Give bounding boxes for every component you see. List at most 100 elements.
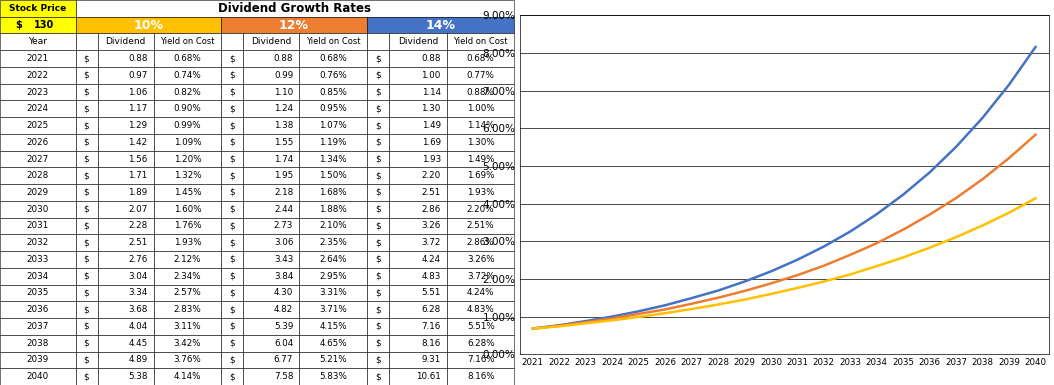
Text: 1.49%: 1.49% bbox=[467, 154, 494, 164]
Bar bbox=[243, 301, 299, 318]
Bar bbox=[0, 67, 76, 84]
Bar bbox=[154, 84, 221, 100]
Bar bbox=[154, 201, 221, 218]
Bar bbox=[389, 201, 447, 218]
Text: 2.51%: 2.51% bbox=[467, 221, 494, 231]
Bar bbox=[0, 184, 76, 201]
Text: 2.51: 2.51 bbox=[422, 188, 441, 197]
Bar bbox=[154, 251, 221, 268]
Bar bbox=[76, 151, 98, 167]
Bar bbox=[76, 50, 98, 67]
Bar bbox=[0, 50, 76, 67]
Text: $: $ bbox=[230, 355, 235, 364]
Text: 2.64%: 2.64% bbox=[319, 255, 347, 264]
Bar bbox=[0, 84, 76, 100]
Text: 1.00: 1.00 bbox=[422, 71, 441, 80]
Bar bbox=[98, 50, 154, 67]
Bar bbox=[389, 84, 447, 100]
Text: 6.77: 6.77 bbox=[274, 355, 293, 364]
Bar bbox=[76, 335, 98, 352]
Bar bbox=[447, 218, 514, 234]
Bar bbox=[243, 100, 299, 117]
Bar bbox=[98, 234, 154, 251]
Bar bbox=[299, 84, 367, 100]
Bar bbox=[389, 134, 447, 151]
Bar bbox=[447, 50, 514, 67]
Bar bbox=[76, 318, 98, 335]
Text: $: $ bbox=[375, 372, 380, 381]
Text: 1.00%: 1.00% bbox=[467, 104, 494, 113]
Bar bbox=[243, 218, 299, 234]
Text: 1.09%: 1.09% bbox=[174, 138, 201, 147]
Text: $: $ bbox=[83, 339, 90, 348]
Bar bbox=[367, 201, 389, 218]
Bar bbox=[76, 368, 98, 385]
Text: 1.68%: 1.68% bbox=[319, 188, 347, 197]
Text: $: $ bbox=[230, 322, 235, 331]
Text: 2.10%: 2.10% bbox=[319, 221, 347, 231]
Bar bbox=[221, 100, 243, 117]
Text: $: $ bbox=[375, 305, 380, 314]
Text: 3.31%: 3.31% bbox=[319, 288, 347, 298]
Text: 1.29: 1.29 bbox=[129, 121, 148, 130]
Text: 2.07: 2.07 bbox=[129, 205, 148, 214]
Bar bbox=[367, 234, 389, 251]
Bar bbox=[243, 184, 299, 201]
Bar bbox=[243, 33, 299, 50]
Text: $: $ bbox=[230, 339, 235, 348]
Bar bbox=[299, 268, 367, 285]
Text: 1.14: 1.14 bbox=[422, 87, 441, 97]
Text: 5.21%: 5.21% bbox=[319, 355, 347, 364]
Text: $: $ bbox=[375, 322, 380, 331]
Bar bbox=[447, 285, 514, 301]
Bar bbox=[367, 218, 389, 234]
Text: 3.72: 3.72 bbox=[422, 238, 441, 247]
Text: Dividend: Dividend bbox=[251, 37, 292, 46]
Text: 6.04: 6.04 bbox=[274, 339, 293, 348]
Bar bbox=[0, 352, 76, 368]
Text: 3.11%: 3.11% bbox=[174, 322, 201, 331]
Bar bbox=[447, 201, 514, 218]
Text: 2028: 2028 bbox=[26, 171, 48, 180]
Text: 0.99%: 0.99% bbox=[174, 121, 201, 130]
Bar bbox=[98, 301, 154, 318]
Text: $: $ bbox=[83, 71, 90, 80]
Text: 4.15%: 4.15% bbox=[319, 322, 347, 331]
Text: 3.68: 3.68 bbox=[129, 305, 148, 314]
Bar bbox=[221, 33, 243, 50]
Text: $: $ bbox=[83, 221, 90, 231]
Text: $: $ bbox=[230, 121, 235, 130]
Bar bbox=[98, 67, 154, 84]
Bar bbox=[154, 234, 221, 251]
Bar bbox=[154, 33, 221, 50]
Text: $: $ bbox=[83, 322, 90, 331]
Text: 6.28: 6.28 bbox=[422, 305, 441, 314]
Text: $: $ bbox=[375, 221, 380, 231]
Text: $: $ bbox=[375, 272, 380, 281]
Bar bbox=[154, 352, 221, 368]
Text: 130: 130 bbox=[34, 20, 55, 30]
Bar bbox=[389, 335, 447, 352]
Bar bbox=[299, 33, 367, 50]
Bar bbox=[299, 301, 367, 318]
Bar bbox=[389, 50, 447, 67]
Text: $: $ bbox=[375, 238, 380, 247]
Bar bbox=[76, 0, 514, 17]
Text: 1.50%: 1.50% bbox=[319, 171, 347, 180]
Text: 3.04: 3.04 bbox=[129, 272, 148, 281]
Bar bbox=[389, 33, 447, 50]
Bar bbox=[98, 84, 154, 100]
Text: 2033: 2033 bbox=[26, 255, 48, 264]
Text: $: $ bbox=[375, 339, 380, 348]
Text: 2.86%: 2.86% bbox=[467, 238, 494, 247]
Bar bbox=[221, 352, 243, 368]
Bar bbox=[447, 335, 514, 352]
Text: 0.77%: 0.77% bbox=[467, 71, 494, 80]
Bar bbox=[0, 218, 76, 234]
Bar bbox=[243, 234, 299, 251]
Bar bbox=[299, 218, 367, 234]
Bar bbox=[243, 318, 299, 335]
Bar bbox=[221, 84, 243, 100]
Bar bbox=[447, 67, 514, 84]
Text: $: $ bbox=[375, 171, 380, 180]
